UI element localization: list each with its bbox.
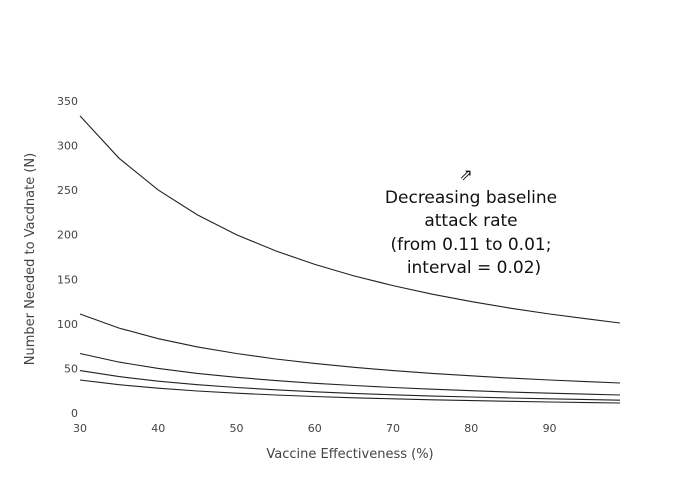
x-tick-label: 40 (151, 422, 165, 435)
annotation-line-3: (from 0.11 to 0.01; (391, 235, 552, 255)
y-tick-label: 200 (57, 229, 78, 242)
curve-2 (79, 313, 621, 384)
x-tick-label: 90 (543, 422, 557, 435)
y-tick-label: 100 (57, 318, 78, 331)
y-axis-ticks: 0 50 100 150 200 250 300 350 (57, 95, 78, 420)
annotation-line-2: attack rate (424, 211, 517, 231)
y-tick-label: 250 (57, 184, 78, 197)
arrow-up-right-icon: ⇗ (459, 165, 472, 184)
annotation: ⇗ Decreasing baseline attack rate (from … (385, 165, 557, 278)
x-tick-label: 70 (386, 422, 400, 435)
y-tick-label: 350 (57, 95, 78, 108)
y-tick-label: 300 (57, 140, 78, 153)
x-tick-label: 60 (308, 422, 322, 435)
x-tick-label: 80 (464, 422, 478, 435)
y-tick-label: 150 (57, 273, 78, 286)
y-tick-label: 0 (71, 407, 78, 420)
curve-4 (79, 370, 621, 401)
x-tick-label: 30 (73, 422, 87, 435)
x-axis-title: Vaccine Effectiveness (%) (266, 447, 433, 462)
curve-1 (79, 115, 621, 324)
x-tick-label: 50 (230, 422, 244, 435)
y-tick-label: 50 (64, 362, 78, 375)
y-axis-title: Number Needed to Vacdnate (N) (23, 153, 38, 365)
annotation-line-4: interval = 0.02) (407, 258, 541, 278)
x-axis-ticks: 30 40 50 60 70 80 90 (73, 422, 557, 435)
annotation-line-1: Decreasing baseline (385, 188, 557, 208)
curve-3 (79, 352, 621, 396)
curves (79, 115, 621, 404)
curve-5 (79, 379, 621, 404)
